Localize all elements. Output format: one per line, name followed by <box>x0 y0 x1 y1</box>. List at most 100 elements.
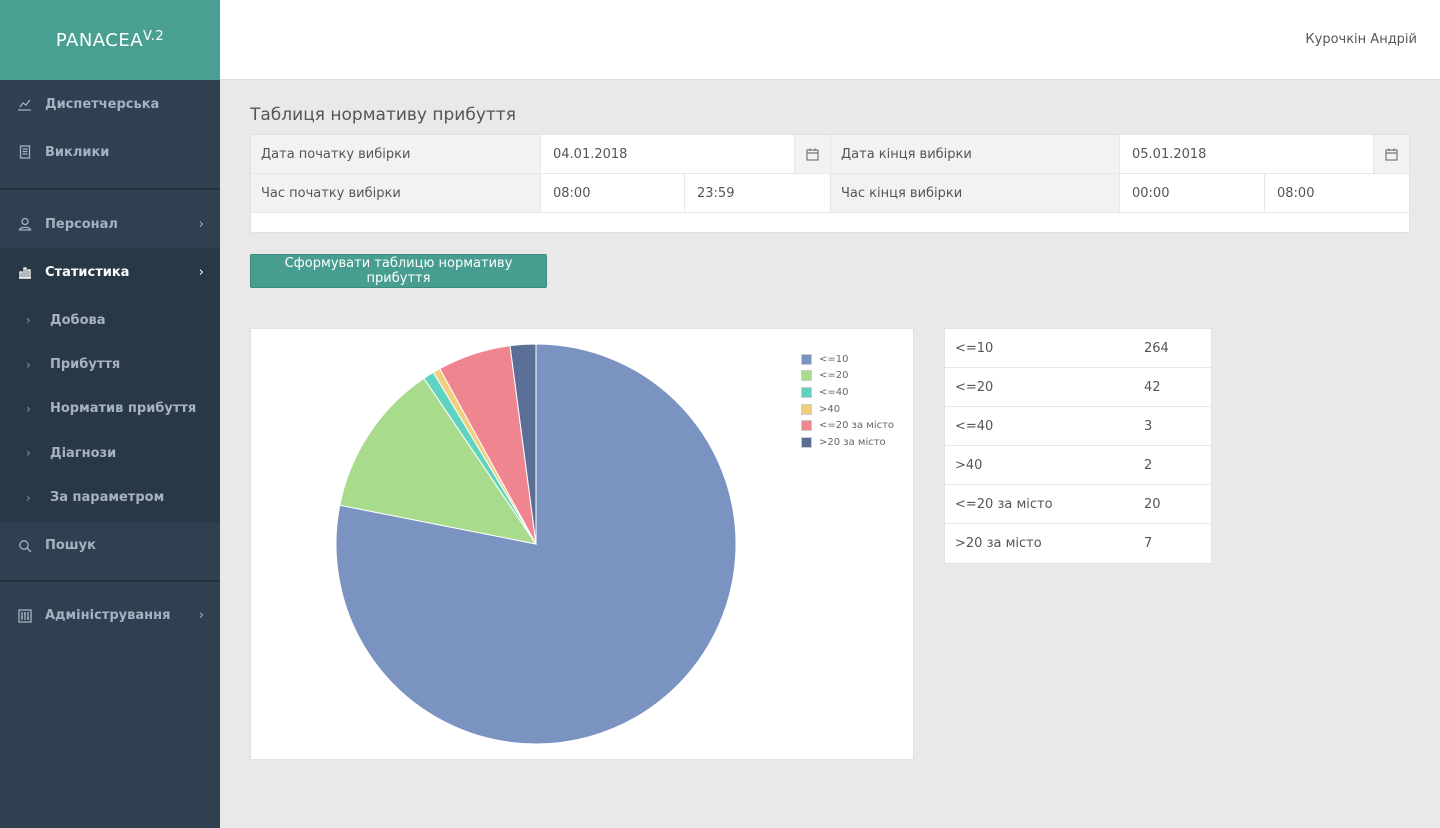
sidebar-item-admin[interactable]: Адміністрування › <box>0 592 220 640</box>
sidebar-item-label: Виклики <box>45 144 110 160</box>
table-row: <=20 за місто 20 <box>945 485 1211 524</box>
sidebar-item-dispatch[interactable]: Диспетчерська <box>0 80 220 128</box>
legend-label: >20 за місто <box>819 436 886 448</box>
statistics-submenu: › Добова › Прибуття › Норматив прибуття › Ді… <box>0 296 220 522</box>
sidebar-item-staff[interactable]: Персонал › <box>0 200 220 248</box>
logo-version: V.2 <box>143 28 165 44</box>
start-time-to-input[interactable]: 23:59 <box>685 174 831 212</box>
search-icon <box>18 539 32 553</box>
filter-row-times: Час початку вибірки 08:00 23:59 Час кінц… <box>251 174 1409 213</box>
end-time-from-input[interactable]: 00:00 <box>1120 174 1265 212</box>
legend-item[interactable]: <=40 <box>801 384 894 401</box>
submenu-item-label: Діагнози <box>50 445 117 461</box>
submenu-item-arrival[interactable]: › Прибуття <box>0 342 220 386</box>
legend-label: <=20 за місто <box>819 420 895 432</box>
sidebar-item-search[interactable]: Пошук <box>0 522 220 570</box>
chevron-right-icon: › <box>198 216 204 232</box>
start-date-field[interactable]: 04.01.2018 <box>541 135 831 173</box>
row-value: 2 <box>1144 457 1153 473</box>
calendar-icon[interactable] <box>1373 135 1409 173</box>
table-row: <=20 42 <box>945 368 1211 407</box>
sidebar-divider <box>0 579 220 582</box>
main-content: Таблиця нормативу прибуття Дата початку … <box>250 80 1410 760</box>
chevron-right-icon: › <box>198 608 204 624</box>
logo-text: PANACEA <box>55 29 144 51</box>
chevron-right-icon: › <box>26 401 31 416</box>
submenu-item-arrival-norm[interactable]: › Норматив прибуття <box>0 387 220 431</box>
sidebar-item-label: Адміністрування <box>45 608 171 624</box>
chevron-right-icon: › <box>26 446 31 461</box>
chevron-right-icon: › <box>198 264 204 280</box>
chevron-right-icon: › <box>26 313 31 328</box>
legend-swatch <box>801 420 812 432</box>
pie-slice[interactable] <box>509 343 537 545</box>
sidebar: PANACEA V.2 Диспетчерська Виклики Персона… <box>0 0 220 828</box>
row-value: 264 <box>1144 340 1169 356</box>
calendar-icon[interactable] <box>794 135 830 173</box>
submenu-item-diagnoses[interactable]: › Діагнози <box>0 431 220 475</box>
row-label: <=10 <box>955 340 994 356</box>
sidebar-item-label: Диспетчерська <box>45 96 160 112</box>
legend-swatch <box>801 403 812 415</box>
document-icon <box>18 145 32 159</box>
end-date-value: 05.01.2018 <box>1132 146 1207 162</box>
bar-chart-icon <box>18 265 32 279</box>
pie-slice[interactable] <box>339 377 538 545</box>
table-row: >40 2 <box>945 446 1211 485</box>
sidebar-item-statistics[interactable]: Статистика › <box>0 248 220 296</box>
end-time-label: Час кінця вибірки <box>831 174 1120 212</box>
stats-table: <=10 264 <=20 42 <=40 3 >40 2 <=20 за місто 20 >20… <box>944 328 1212 564</box>
legend-item[interactable]: <=10 <box>801 351 894 368</box>
end-date-label: Дата кінця вибірки <box>831 135 1120 173</box>
filter-table: Дата початку вибірки 04.01.2018 Дата кін… <box>250 134 1410 233</box>
sliders-icon <box>18 609 32 623</box>
start-time-label: Час початку вибірки <box>251 174 541 212</box>
end-time-to-input[interactable]: 08:00 <box>1277 185 1315 201</box>
row-label: <=40 <box>955 418 994 434</box>
sidebar-item-label: Статистика <box>45 264 130 280</box>
app-logo[interactable]: PANACEA V.2 <box>0 0 220 80</box>
legend-item[interactable]: <=20 за місто <box>801 417 894 434</box>
legend-item[interactable]: <=20 <box>801 368 894 385</box>
row-label: <=20 за місто <box>955 496 1053 512</box>
legend-swatch <box>801 370 812 382</box>
submenu-item-label: Прибуття <box>50 357 121 373</box>
table-row: <=40 3 <box>945 407 1211 446</box>
legend-label: <=20 <box>819 370 849 382</box>
legend-item[interactable]: >20 за місто <box>801 434 894 451</box>
row-value: 42 <box>1144 379 1161 395</box>
legend-item[interactable]: >40 <box>801 401 894 418</box>
row-value: 3 <box>1144 418 1153 434</box>
row-value: 7 <box>1144 536 1153 551</box>
end-date-field[interactable]: 05.01.2018 <box>1120 135 1409 173</box>
sidebar-item-calls[interactable]: Виклики <box>0 128 220 176</box>
start-date-value: 04.01.2018 <box>553 146 628 162</box>
pie-chart <box>335 343 737 745</box>
start-date-label: Дата початку вибірки <box>251 135 541 173</box>
row-label: >20 за місто <box>955 536 1042 551</box>
table-row: <=10 264 <box>945 329 1211 368</box>
filter-row-dates: Дата початку вибірки 04.01.2018 Дата кін… <box>251 135 1409 174</box>
start-time-from-input[interactable]: 08:00 <box>541 174 685 212</box>
page-title: Таблиця нормативу прибуття <box>250 105 516 125</box>
top-bar: Курочкін Андрій <box>220 0 1440 80</box>
submenu-item-label: Добова <box>50 312 106 328</box>
chevron-right-icon: › <box>26 357 31 372</box>
legend-swatch <box>801 436 812 448</box>
table-row: >20 за місто 7 <box>945 524 1211 563</box>
legend-swatch <box>801 353 812 365</box>
submenu-item-by-parameter[interactable]: › За параметром <box>0 476 220 520</box>
submenu-item-label: За параметром <box>50 490 165 506</box>
submenu-item-daily[interactable]: › Добова <box>0 298 220 342</box>
sidebar-divider <box>0 188 220 190</box>
row-label: >40 <box>955 457 983 473</box>
sidebar-item-label: Персонал <box>45 216 118 232</box>
row-label: <=20 <box>955 379 994 395</box>
row-value: 20 <box>1144 496 1161 512</box>
user-icon <box>18 217 32 231</box>
pie-chart-panel: <=10 <=20 <=40 >40 <=20 за місто >20 за місто <box>250 328 914 760</box>
generate-table-button[interactable]: Сформувати таблицю нормативу прибуття <box>250 254 547 288</box>
chart-legend: <=10 <=20 <=40 >40 <=20 за місто >20 за місто <box>801 351 894 451</box>
user-name[interactable]: Курочкін Андрій <box>1305 32 1417 47</box>
legend-label: <=40 <box>819 386 849 398</box>
